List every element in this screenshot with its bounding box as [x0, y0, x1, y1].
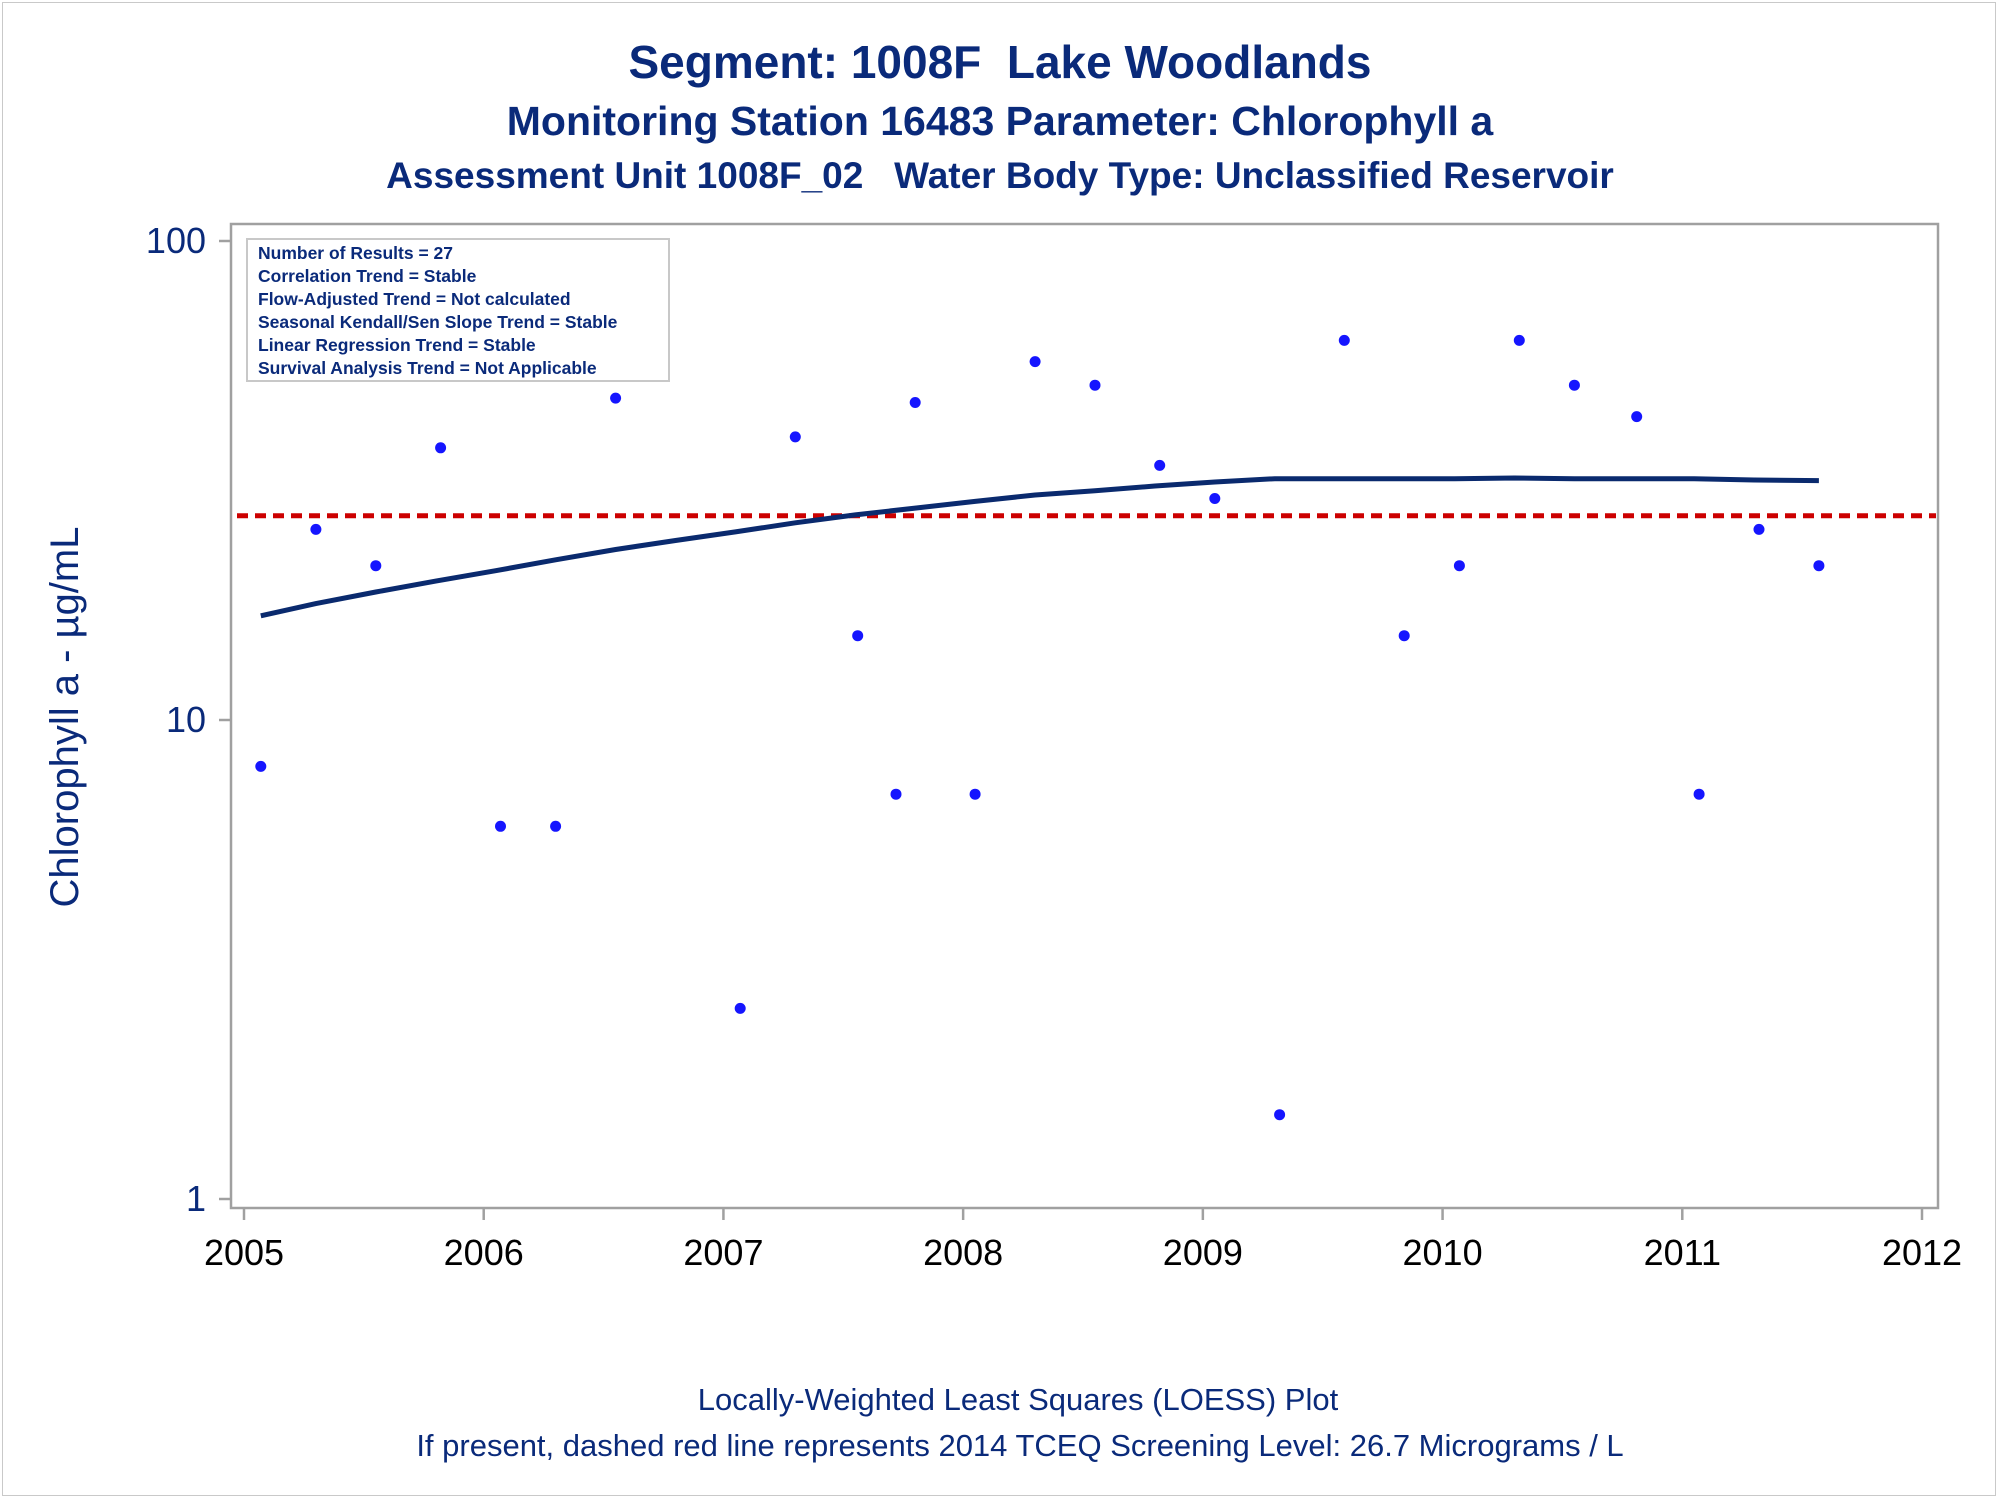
statistics-line: Survival Analysis Trend = Not Applicable — [258, 358, 597, 378]
data-point — [495, 820, 506, 832]
chart-title: Segment: 1008F Lake Woodlands — [628, 36, 1372, 88]
data-point — [1209, 493, 1221, 504]
x-tick-label: 2012 — [1882, 1232, 1962, 1273]
data-point — [370, 560, 382, 572]
chart-subtitle-assessment-unit: Assessment Unit 1008F_02 Water Body Type… — [386, 155, 1614, 196]
x-tick-label: 2006 — [444, 1232, 524, 1273]
data-point — [1513, 334, 1525, 346]
data-point — [1813, 560, 1825, 572]
data-point — [909, 397, 921, 408]
data-point — [255, 760, 267, 772]
x-tick-label: 2005 — [204, 1232, 284, 1273]
x-tick-label: 2009 — [1163, 1232, 1243, 1273]
statistics-line: Flow-Adjusted Trend = Not calculated — [258, 289, 571, 309]
chart-subtitle-station: Monitoring Station 16483 Parameter: Chlo… — [506, 98, 1494, 144]
x-axis: 2005 2006 2007 2008 2009 2010 2011 2012 — [204, 1208, 1962, 1273]
statistics-box-border — [246, 238, 670, 382]
y-tick-label: 1 — [186, 1178, 206, 1219]
data-point — [890, 788, 902, 800]
data-point — [310, 523, 322, 535]
data-point — [1398, 630, 1410, 642]
loess-curve — [260, 475, 1819, 619]
statistics-line: Correlation Trend = Stable — [258, 266, 477, 286]
data-point — [1568, 379, 1580, 391]
statistics-box: Number of Results = 27 Correlation Trend … — [246, 238, 670, 382]
y-axis-label: Chlorophyll a - µg/mL — [43, 527, 87, 908]
data-point — [789, 431, 801, 443]
x-tick-label: 2010 — [1403, 1232, 1483, 1273]
y-tick-label: 10 — [166, 699, 206, 740]
plot-area-frame — [229, 222, 1940, 1210]
data-point — [852, 630, 864, 642]
data-point — [1154, 459, 1166, 471]
data-point — [610, 392, 622, 404]
data-points — [255, 334, 1825, 1121]
data-point — [969, 788, 981, 800]
data-point — [734, 1002, 746, 1014]
x-tick-label: 2008 — [923, 1232, 1003, 1273]
data-point — [435, 442, 447, 454]
data-point — [1453, 560, 1465, 572]
statistics-line: Linear Regression Trend = Stable — [258, 335, 536, 355]
statistics-line: Seasonal Kendall/Sen Slope Trend = Stabl… — [258, 312, 618, 332]
data-point — [1631, 411, 1643, 423]
footnote-screening-level: If present, dashed red line represents 2… — [416, 1428, 1624, 1463]
y-tick-label: 100 — [146, 220, 206, 261]
data-point — [1753, 523, 1765, 535]
x-tick-label: 2007 — [683, 1232, 763, 1273]
data-point — [1338, 334, 1350, 346]
data-point — [1089, 379, 1101, 391]
y-axis: 1 10 100 — [146, 220, 231, 1219]
data-point — [1029, 356, 1041, 368]
data-point — [550, 820, 562, 832]
data-point — [1693, 788, 1705, 800]
statistics-line: Number of Results = 27 — [258, 243, 453, 263]
loess-layer — [260, 475, 1819, 619]
x-tick-label: 2011 — [1644, 1232, 1721, 1273]
footnote-loess: Locally-Weighted Least Squares (LOESS) P… — [697, 1382, 1339, 1417]
data-point — [1274, 1109, 1286, 1121]
